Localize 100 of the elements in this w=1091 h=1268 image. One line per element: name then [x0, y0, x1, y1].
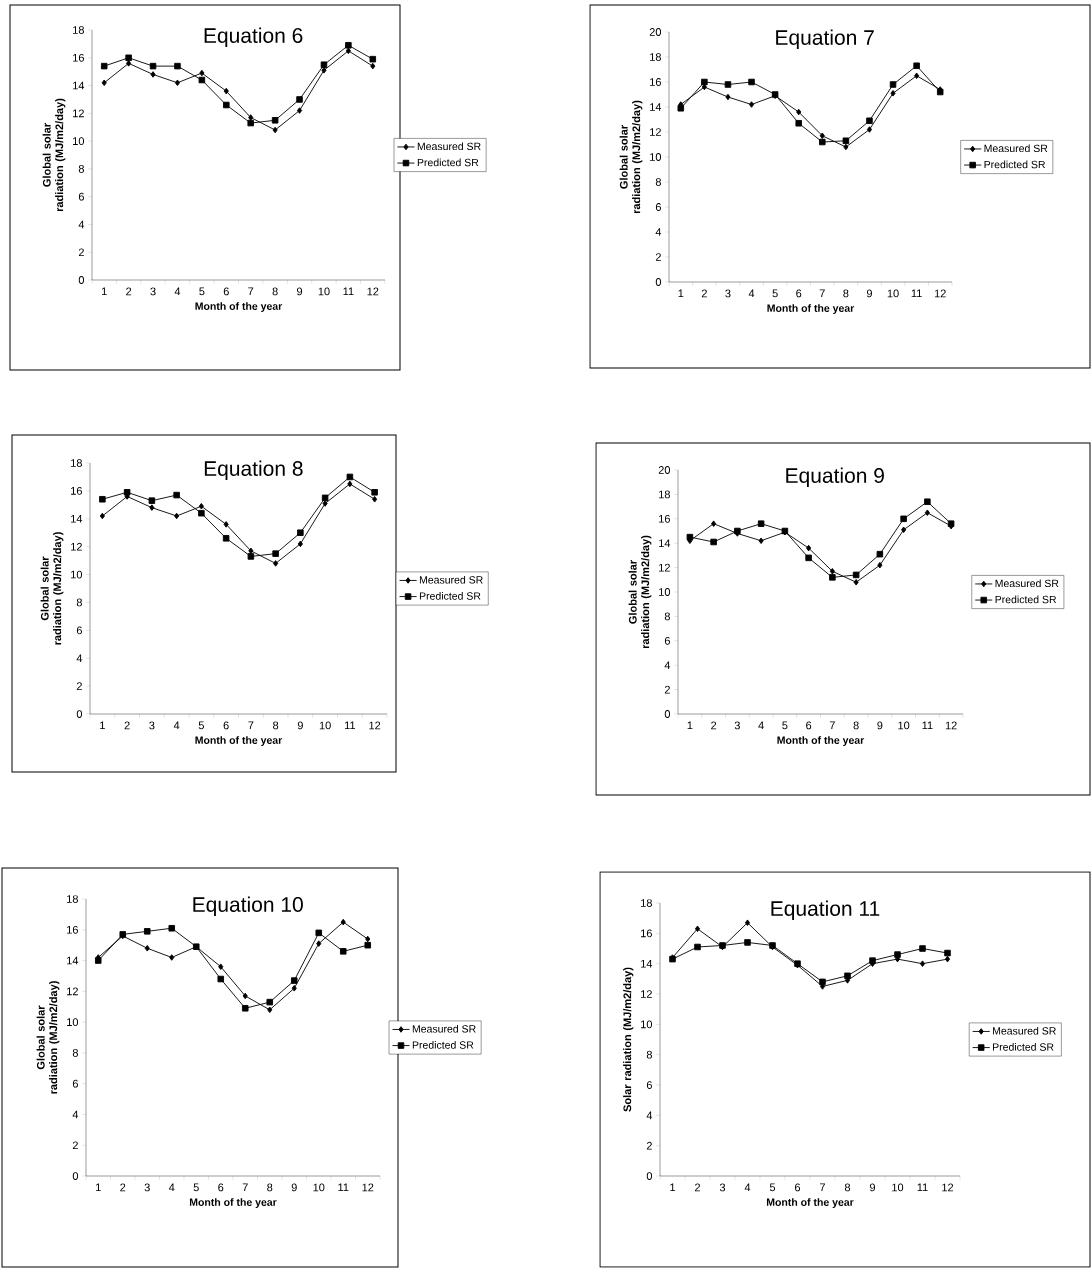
y-tick-label: 6	[76, 626, 82, 635]
legend-label: Measured SR	[984, 144, 1048, 153]
x-tick-label: 9	[877, 721, 883, 730]
y-axis-title: Global solar radiation (MJ/m2/day)	[628, 535, 652, 649]
y-tick-label: 18	[641, 899, 652, 907]
x-tick-label: 3	[149, 721, 155, 730]
x-tick-label: 7	[829, 721, 835, 730]
legend-label: Predicted SR	[993, 1043, 1054, 1051]
legend-label: Predicted SR	[412, 1041, 474, 1049]
x-tick-label: 2	[126, 287, 132, 296]
x-axis-title: Month of the year	[195, 302, 283, 312]
y-axis-title: Solar radiation (MJ/m2/day)	[623, 967, 634, 1112]
y-tick-label: 16	[67, 925, 78, 934]
y-tick-label: 18	[71, 459, 82, 467]
y-tick-label: 6	[655, 203, 661, 211]
y-tick-label: 12	[67, 987, 78, 996]
x-tick-label: 10	[313, 1183, 325, 1192]
y-tick-label: 4	[72, 1110, 79, 1119]
chart-title: Equation 7	[776, 29, 874, 50]
y-tick-label: 10	[659, 588, 671, 596]
y-tick-label: 2	[76, 682, 82, 690]
y-tick-label: 4	[78, 220, 85, 229]
chart-title: Equation 9	[786, 467, 884, 488]
y-tick-label: 8	[646, 1050, 652, 1059]
y-tick-label: 0	[646, 1172, 653, 1180]
y-tick-label: 16	[73, 53, 84, 62]
x-tick-label: 10	[898, 721, 910, 730]
y-tick-label: 2	[72, 1141, 78, 1150]
y-tick-label: 10	[73, 137, 85, 146]
y-tick-label: 4	[655, 228, 662, 236]
x-tick-label: 10	[892, 1183, 904, 1192]
x-tick-label: 1	[96, 1183, 101, 1192]
y-tick-label: 18	[67, 895, 78, 903]
x-tick-label: 3	[725, 289, 731, 298]
x-tick-label: 3	[150, 287, 156, 296]
legend-label: Measured SR	[417, 142, 481, 151]
x-tick-label: 10	[887, 289, 899, 298]
x-tick-label: 12	[942, 1183, 954, 1192]
x-tick-label: 7	[248, 721, 254, 730]
x-tick-label: 11	[922, 721, 933, 730]
y-tick-label: 16	[641, 929, 652, 938]
x-tick-label: 5	[772, 289, 778, 298]
chart-title: Equation 10	[193, 896, 303, 917]
x-tick-label: 2	[694, 1183, 701, 1192]
y-tick-label: 14	[650, 103, 662, 111]
y-tick-label: 2	[646, 1141, 652, 1150]
x-tick-label: 4	[744, 1183, 751, 1192]
x-tick-label: 4	[168, 1183, 175, 1192]
x-tick-label: 6	[806, 721, 812, 730]
x-tick-label: 8	[267, 1183, 273, 1192]
x-tick-label: 7	[242, 1183, 248, 1192]
y-tick-label: 8	[655, 178, 661, 186]
y-tick-label: 12	[659, 563, 670, 572]
x-tick-label: 12	[362, 1183, 374, 1192]
x-tick-label: 7	[248, 287, 254, 296]
y-tick-label: 10	[650, 153, 662, 161]
y-tick-label: 20	[658, 466, 671, 474]
chart-title: Equation 8	[204, 460, 303, 481]
x-tick-label: 2	[711, 721, 717, 730]
x-tick-label: 1	[100, 721, 105, 730]
x-tick-label: 1	[687, 721, 693, 730]
x-tick-label: 9	[297, 287, 303, 296]
legend-label: Predicted SR	[417, 158, 479, 167]
y-tick-label: 0	[664, 710, 671, 718]
y-tick-label: 2	[78, 248, 84, 257]
y-axis-title: Global solar radiation (MJ/m2/day)	[40, 532, 64, 645]
legend-label: Measured SR	[419, 575, 483, 584]
chart-title: Equation 11	[771, 900, 880, 921]
y-tick-label: 8	[78, 165, 84, 173]
x-axis-title: Month of the year	[189, 1198, 277, 1208]
x-tick-label: 6	[218, 1183, 224, 1192]
y-tick-label: 12	[641, 990, 652, 998]
x-tick-label: 12	[369, 721, 381, 730]
legend-label: Predicted SR	[984, 160, 1046, 169]
x-tick-label: 1	[678, 289, 684, 298]
y-tick-label: 4	[646, 1111, 653, 1120]
x-tick-label: 12	[945, 721, 957, 730]
x-tick-label: 9	[869, 1183, 876, 1192]
x-tick-label: 6	[223, 287, 229, 296]
x-tick-label: 3	[719, 1183, 726, 1192]
y-tick-label: 4	[76, 654, 83, 663]
legend-label: Predicted SR	[995, 595, 1057, 604]
y-tick-label: 0	[72, 1172, 79, 1180]
x-tick-label: 11	[343, 287, 354, 296]
y-tick-label: 6	[72, 1079, 78, 1088]
x-tick-label: 4	[758, 721, 764, 730]
y-tick-label: 8	[664, 612, 670, 621]
y-tick-label: 14	[659, 539, 671, 547]
y-tick-label: 6	[664, 636, 670, 645]
x-tick-label: 2	[124, 721, 130, 730]
y-axis-title: Global solar radiation (MJ/m2/day)	[619, 100, 643, 214]
x-tick-label: 8	[843, 289, 849, 298]
y-axis-title: Global solar radiation (MJ/m2/day)	[36, 981, 60, 1094]
x-tick-label: 9	[291, 1183, 297, 1192]
y-tick-label: 14	[71, 515, 83, 523]
x-tick-label: 4	[748, 289, 755, 298]
x-tick-label: 7	[820, 1183, 826, 1192]
y-tick-label: 6	[78, 192, 84, 201]
y-tick-label: 14	[73, 81, 85, 90]
y-tick-label: 12	[73, 109, 84, 118]
